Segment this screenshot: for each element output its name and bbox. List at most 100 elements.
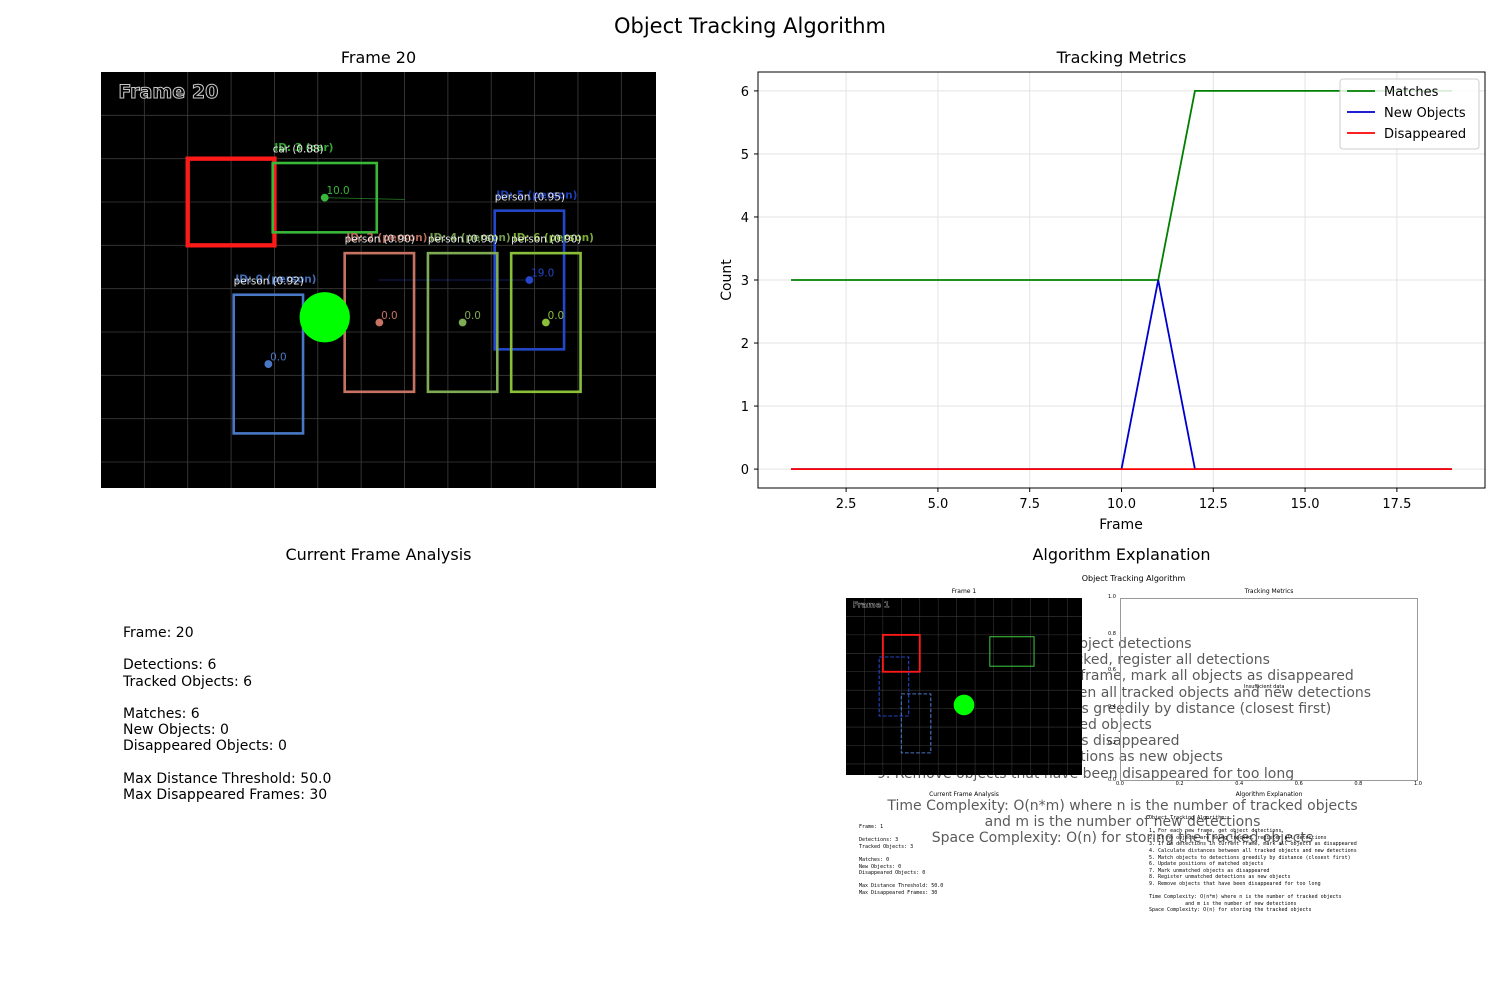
thumbnail-y-tick: 0.0 (1108, 777, 1116, 783)
thumbnail-y-tick: 0.6 (1108, 667, 1116, 674)
thumbnail-x-tick: 0.2 (1175, 781, 1184, 787)
detection-5: 0.0 ID: 6 (person)person (0.90) (509, 232, 594, 394)
thumbnail-red-box (881, 633, 921, 673)
analysis-title: Current Frame Analysis (285, 545, 472, 564)
metrics-title: Tracking Metrics (1056, 48, 1187, 67)
thumbnail-analysis-text: Frame: 1 Detections: 3 Tracked Objects: … (859, 824, 944, 896)
track-line (324, 197, 405, 200)
legend-label: New Objects (1384, 106, 1466, 121)
thumbnail-x-tick: 0.4 (1235, 781, 1244, 787)
detection-0: 10.0 ID: 3 (car)car (0.88) (271, 142, 405, 234)
thumbnail-explanation-text: Object Tracking Algorithm: 1. For each n… (1149, 815, 1357, 914)
y-tick-label: 5 (741, 148, 749, 163)
track-id-label: ID: 6 (person) (513, 232, 594, 244)
centroid-label: 10.0 (326, 185, 349, 197)
thumbnail-x-tick: 0.0 (1116, 781, 1124, 787)
y-tick-label: 1 (741, 400, 749, 415)
thumbnail-blue-box-1 (878, 656, 910, 717)
legend-label: Disappeared (1384, 127, 1466, 142)
track-id-label: ID: 2 (person) (346, 232, 427, 244)
complexity-line: Space Complexity: O(n) for storing the t… (931, 830, 1314, 847)
y-tick-label: 6 (741, 85, 749, 100)
centroid-dot (458, 318, 467, 327)
detection-label: person (0.90) (428, 234, 498, 246)
centroid-dot (375, 318, 384, 327)
centroid-label: 0.0 (464, 310, 481, 322)
complexity-line: Time Complexity: O(n*m) where n is the n… (887, 798, 1358, 815)
detection-label: person (0.90) (345, 234, 415, 246)
detection-box (493, 209, 566, 351)
centroid-label: 0.0 (548, 310, 565, 322)
y-tick-label: 4 (741, 211, 749, 226)
detection-box (271, 161, 379, 234)
track-id-label: ID: 5 (person) (496, 190, 577, 202)
analysis-text: Frame: 20 Detections: 6 Tracked Objects:… (123, 625, 332, 804)
track-id-label: ID: 0 (person) (235, 274, 316, 286)
thumbnail-y-tick: 0.8 (1108, 630, 1116, 637)
thumbnail-frame-overlay: Frame 1 (853, 600, 890, 610)
centroid-label: 0.0 (381, 310, 398, 322)
thumbnail-frame-title: Frame 1 (951, 588, 977, 595)
figure-title: Object Tracking Algorithm (613, 14, 886, 38)
centroid-label: 0.0 (270, 352, 287, 364)
thumbnail-explanation-title: Algorithm Explanation (1235, 791, 1303, 798)
detection-4: 0.0 ID: 4 (person)person (0.90) (426, 232, 511, 394)
x-tick-label: 17.5 (1382, 497, 1411, 512)
red-rectangle (185, 156, 277, 248)
detection-label: person (0.90) (511, 234, 581, 246)
x-axis-label: Frame (1099, 517, 1143, 533)
x-tick-label: 10.0 (1107, 497, 1136, 512)
thumbnail-frame-image: Frame 1 (846, 598, 1082, 775)
thumbnail-green-circle (953, 694, 975, 716)
thumbnail-frame-grid (846, 598, 1082, 775)
track-id-label: ID: 4 (person) (430, 232, 511, 244)
thumbnail-frame-bg (846, 598, 1082, 775)
y-axis-label: Count (719, 259, 735, 301)
detection-box (426, 251, 499, 394)
detection-1: 19.0 ID: 5 (person)person (0.95) (378, 190, 577, 351)
centroid-dot (320, 193, 329, 202)
x-tick-label: 2.5 (836, 497, 857, 512)
thumbnail-metrics-axes (1120, 598, 1418, 781)
thumbnail-metrics-note: Insufficient data (1244, 684, 1285, 690)
thumbnail-green-box (989, 636, 1035, 667)
detection-label: person (0.92) (234, 275, 304, 287)
explanation-title: Algorithm Explanation (1032, 545, 1211, 564)
detection-label: car (0.88) (273, 144, 324, 156)
x-tick-label: 12.5 (1199, 497, 1228, 512)
complexity-line: and m is the number of new detections (984, 814, 1261, 831)
metrics-chart: 2.5 5.0 7.5 10.0 12.5 15.0 17.5 0 1 2 3 4 5 6 Frame C… (719, 71, 1486, 533)
thumbnail-blue-box-2 (900, 693, 932, 754)
frame-image: 10.0 ID: 3 (car)car (0.88) 19.0 ID: 5 (pers… (101, 72, 656, 488)
frame-overlay-label: Frame 20 (118, 81, 218, 103)
x-tick-label: 7.5 (1019, 497, 1040, 512)
detection-box (509, 251, 582, 394)
legend-label: Matches (1384, 85, 1439, 100)
detection-2: 0.0 ID: 0 (person)person (0.92) (232, 274, 316, 435)
frame-panel-title: Frame 20 (340, 48, 417, 67)
centroid-label: 19.0 (531, 268, 554, 280)
track-id-label: ID: 3 (car) (274, 142, 333, 154)
centroid-dot (525, 276, 534, 284)
thumbnail-y-tick: 0.4 (1108, 703, 1116, 710)
thumbnail-analysis-title: Current Frame Analysis (929, 791, 999, 798)
x-tick-label: 15.0 (1291, 497, 1320, 512)
detection-label: person (0.95) (495, 191, 565, 203)
y-tick-label: 0 (741, 463, 749, 478)
green-circle (299, 292, 350, 343)
x-tick-label: 5.0 (928, 497, 949, 512)
thumbnail-x-tick: 1.0 (1414, 781, 1422, 787)
thumbnail-y-tick: 1.0 (1108, 594, 1116, 600)
explanation-step: 9. Remove objects that have been disappe… (877, 765, 1295, 782)
chart-ticks: 2.5 5.0 7.5 10.0 12.5 15.0 17.5 0 1 2 3 4 5 6 (741, 85, 1412, 512)
chart-legend: Matches New Objects Disappeared (1339, 78, 1480, 150)
frame-grid (101, 72, 656, 488)
thumbnail-y-tick: 0.2 (1108, 740, 1116, 747)
centroid-dot (541, 318, 550, 327)
thumbnail-suptitle: Object Tracking Algorithm (1081, 574, 1186, 583)
thumbnail-x-tick: 0.6 (1294, 781, 1303, 787)
thumbnail-figure: Object Tracking Algorithm Frame 1 Frame … (846, 572, 1422, 917)
detection-box (232, 293, 305, 435)
legend-box (1339, 78, 1480, 150)
y-tick-label: 2 (741, 337, 749, 352)
